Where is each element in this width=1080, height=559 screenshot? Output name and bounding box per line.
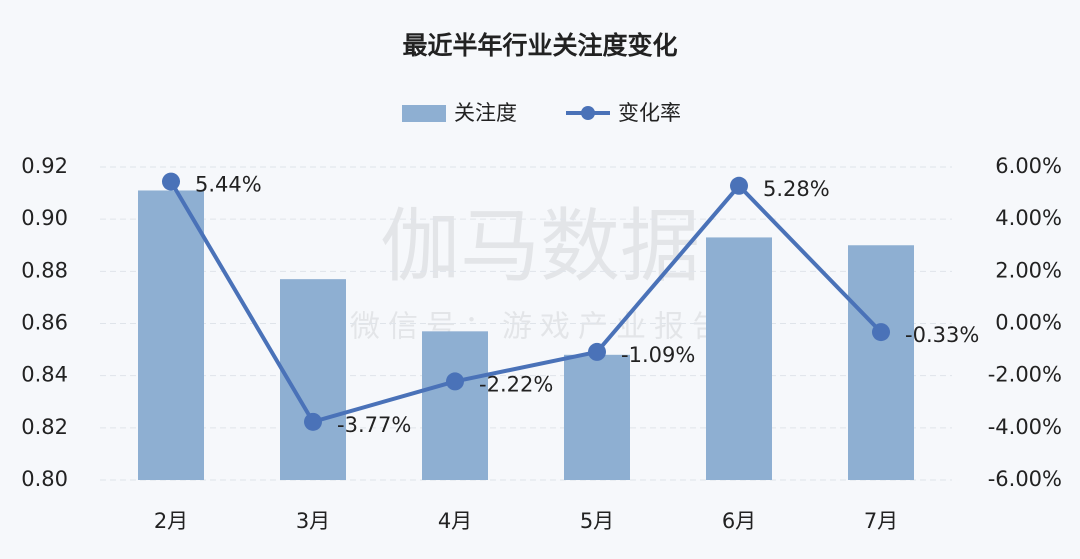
y2-tick-label: 6.00% bbox=[995, 154, 1062, 178]
x-tick-label: 4月 bbox=[438, 509, 472, 533]
watermark: 微信号：游戏产业报告 bbox=[350, 310, 730, 345]
legend-label: 关注度 bbox=[454, 101, 517, 125]
point bbox=[162, 172, 180, 191]
legend-label: 变化率 bbox=[618, 101, 681, 125]
data-label: -2.22% bbox=[479, 372, 553, 396]
legend-swatch bbox=[581, 106, 595, 120]
bar bbox=[848, 245, 914, 480]
legend-swatch bbox=[402, 105, 446, 122]
x-tick-label: 5月 bbox=[580, 509, 614, 533]
data-label: -0.33% bbox=[905, 323, 979, 347]
bar bbox=[564, 354, 630, 480]
point bbox=[446, 372, 464, 391]
bar bbox=[706, 237, 772, 480]
point bbox=[588, 342, 606, 361]
data-label: 5.28% bbox=[763, 177, 830, 201]
chart-title: 最近半年行业关注度变化 bbox=[402, 31, 677, 60]
data-label: 5.44% bbox=[195, 173, 262, 197]
y2-tick-label: -2.00% bbox=[988, 363, 1062, 387]
data-label: -1.09% bbox=[621, 343, 695, 367]
y2-tick-label: 2.00% bbox=[995, 258, 1062, 282]
bar bbox=[138, 190, 204, 480]
y2-tick-label: 0.00% bbox=[995, 311, 1062, 335]
bar bbox=[280, 279, 346, 480]
x-tick-label: 2月 bbox=[154, 509, 188, 533]
y-tick-label: 0.90 bbox=[21, 206, 68, 230]
x-tick-label: 6月 bbox=[722, 509, 756, 533]
watermark: 伽马数据 bbox=[380, 200, 700, 293]
bar bbox=[422, 331, 488, 480]
y2-tick-label: -4.00% bbox=[988, 415, 1062, 439]
y-tick-label: 0.86 bbox=[21, 311, 68, 335]
y-tick-label: 0.84 bbox=[21, 363, 68, 387]
y-tick-label: 0.82 bbox=[21, 415, 68, 439]
y2-tick-label: 4.00% bbox=[995, 206, 1062, 230]
y-tick-label: 0.92 bbox=[21, 154, 68, 178]
data-label: -3.77% bbox=[337, 413, 411, 437]
x-tick-label: 3月 bbox=[296, 509, 330, 533]
point bbox=[304, 412, 322, 431]
y-tick-label: 0.88 bbox=[21, 258, 68, 282]
y2-tick-label: -6.00% bbox=[988, 467, 1062, 491]
point bbox=[872, 323, 890, 342]
line bbox=[169, 180, 883, 425]
y-tick-label: 0.80 bbox=[21, 467, 68, 491]
x-tick-label: 7月 bbox=[864, 509, 898, 533]
point bbox=[730, 176, 748, 195]
